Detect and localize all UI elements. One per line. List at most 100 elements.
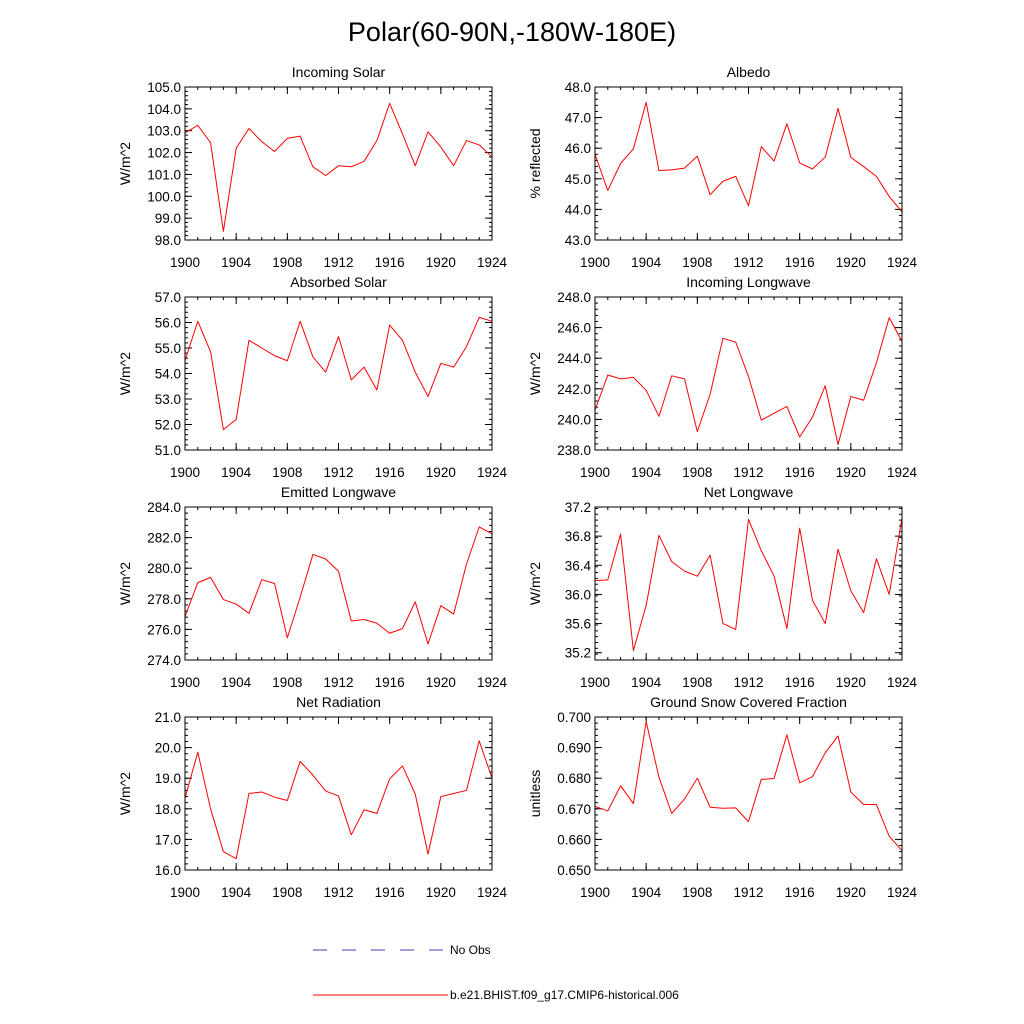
y-tick-label: 21.0 [155, 710, 181, 725]
x-tick-label: 1900 [580, 885, 610, 900]
y-tick-label: 280.0 [147, 561, 181, 576]
x-tick-label: 1920 [836, 885, 866, 900]
x-tick-label: 1900 [170, 255, 200, 270]
y-axis-label-net-longwave: W/m^2 [527, 562, 543, 605]
y-tick-label: 103.0 [147, 124, 181, 139]
x-tick-label: 1924 [887, 885, 918, 900]
y-axis-label-incoming-solar: W/m^2 [117, 142, 133, 185]
y-axis-label-absorbed-solar: W/m^2 [117, 352, 133, 395]
y-tick-label: 282.0 [147, 531, 181, 546]
y-tick-label: 104.0 [147, 102, 181, 117]
x-tick-label: 1908 [272, 885, 302, 900]
x-tick-label: 1916 [375, 885, 405, 900]
x-tick-label: 1900 [580, 675, 610, 690]
y-tick-label: 100.0 [147, 189, 181, 204]
x-tick-label: 1912 [733, 465, 763, 480]
chart-panel-ground-snow-covered-fraction: Ground Snow Covered Fraction unitless 1900… [527, 694, 918, 900]
y-tick-label: 36.4 [565, 558, 592, 573]
x-tick-label: 1916 [785, 675, 815, 690]
y-tick-label: 248.0 [557, 290, 591, 305]
y-tick-label: 46.0 [565, 141, 591, 156]
series-line-incoming-longwave [594, 317, 903, 446]
y-axis-label-ground-snow-covered-fraction: unitless [527, 770, 543, 817]
y-tick-label: 17.0 [155, 832, 181, 847]
y-tick-label: 240.0 [557, 412, 591, 427]
x-tick-label: 1904 [631, 255, 662, 270]
x-tick-label: 1912 [323, 675, 353, 690]
y-tick-label: 274.0 [147, 653, 181, 668]
y-tick-label: 98.0 [155, 233, 181, 248]
chart-panel-incoming-solar: Incoming Solar W/m^2 1900 1904 1908 1912 1916 1… [117, 64, 508, 270]
chart-title-incoming-solar: Incoming Solar [292, 64, 386, 80]
chart-title-absorbed-solar: Absorbed Solar [290, 274, 387, 290]
y-tick-label: 0.680 [557, 771, 591, 786]
x-tick-label: 1908 [272, 465, 302, 480]
plot-frame-incoming-solar [184, 86, 493, 241]
series-line-albedo [594, 101, 903, 213]
y-tick-label: 18.0 [155, 802, 181, 817]
y-tick-label: 99.0 [155, 211, 181, 226]
x-tick-label: 1908 [682, 675, 712, 690]
plot-frame-net-radiation [184, 716, 493, 871]
x-tick-label: 1904 [221, 255, 252, 270]
y-tick-label: 52.0 [155, 418, 181, 433]
panel-grid: Incoming Solar W/m^2 1900 1904 1908 1912 1916 1… [117, 64, 918, 900]
x-tick-label: 1912 [323, 465, 353, 480]
series-line-net-radiation [184, 740, 493, 860]
x-tick-label: 1916 [375, 465, 405, 480]
x-tick-label: 1912 [733, 885, 763, 900]
x-tick-label: 1912 [733, 675, 763, 690]
y-tick-label: 35.6 [565, 617, 591, 632]
chart-title-ground-snow-covered-fraction: Ground Snow Covered Fraction [650, 694, 847, 710]
plot-frame-ground-snow-covered-fraction [594, 716, 903, 871]
x-tick-label: 1920 [426, 885, 456, 900]
chart-title-albedo: Albedo [727, 64, 771, 80]
y-tick-label: 20.0 [155, 741, 181, 756]
x-tick-label: 1904 [631, 675, 662, 690]
x-tick-label: 1920 [426, 255, 456, 270]
y-tick-label: 57.0 [155, 290, 181, 305]
plot-frame-incoming-longwave [594, 296, 903, 451]
y-tick-label: 0.660 [557, 832, 591, 847]
y-tick-label: 53.0 [155, 392, 181, 407]
x-tick-label: 1912 [323, 255, 353, 270]
y-tick-label: 45.0 [565, 172, 591, 187]
plot-frame-absorbed-solar [184, 296, 493, 451]
x-tick-label: 1924 [477, 885, 508, 900]
page-title: Polar(60-90N,-180W-180E) [348, 17, 676, 47]
y-tick-label: 54.0 [155, 367, 181, 382]
y-tick-label: 19.0 [155, 771, 181, 786]
x-tick-label: 1908 [682, 255, 712, 270]
y-tick-label: 0.650 [557, 863, 591, 878]
x-tick-label: 1916 [785, 885, 815, 900]
x-tick-label: 1924 [887, 465, 918, 480]
x-tick-label: 1900 [580, 255, 610, 270]
plot-frame-net-longwave [594, 506, 903, 661]
x-tick-label: 1900 [170, 465, 200, 480]
chart-panel-net-longwave: Net Longwave W/m^2 1900 1904 1908 1912 1916 192… [527, 484, 918, 690]
chart-title-net-radiation: Net Radiation [296, 694, 381, 710]
x-tick-label: 1908 [272, 675, 302, 690]
chart-panel-net-radiation: Net Radiation W/m^2 1900 1904 1908 1912 1916 19… [117, 694, 508, 900]
y-tick-label: 37.2 [565, 500, 591, 515]
chart-panel-absorbed-solar: Absorbed Solar W/m^2 1900 1904 1908 1912 1916 1… [117, 274, 508, 480]
y-axis-label-incoming-longwave: W/m^2 [527, 352, 543, 395]
y-tick-label: 238.0 [557, 443, 591, 458]
y-tick-label: 43.0 [565, 233, 591, 248]
plot-frame-albedo [594, 86, 903, 241]
y-tick-label: 242.0 [557, 382, 591, 397]
x-tick-label: 1920 [426, 465, 456, 480]
x-tick-label: 1920 [836, 255, 866, 270]
y-axis-label-emitted-longwave: W/m^2 [117, 562, 133, 605]
y-tick-label: 284.0 [147, 500, 181, 515]
chart-panel-albedo: Albedo % reflected 1900 1904 1908 1912 1916 192… [527, 64, 918, 270]
chart-title-emitted-longwave: Emitted Longwave [281, 484, 396, 500]
y-tick-label: 102.0 [147, 146, 181, 161]
series-line-absorbed-solar [184, 316, 493, 431]
y-axis-label-net-radiation: W/m^2 [117, 772, 133, 815]
y-tick-label: 246.0 [557, 321, 591, 336]
x-tick-label: 1900 [170, 885, 200, 900]
y-tick-label: 56.0 [155, 316, 181, 331]
y-tick-label: 278.0 [147, 592, 181, 607]
